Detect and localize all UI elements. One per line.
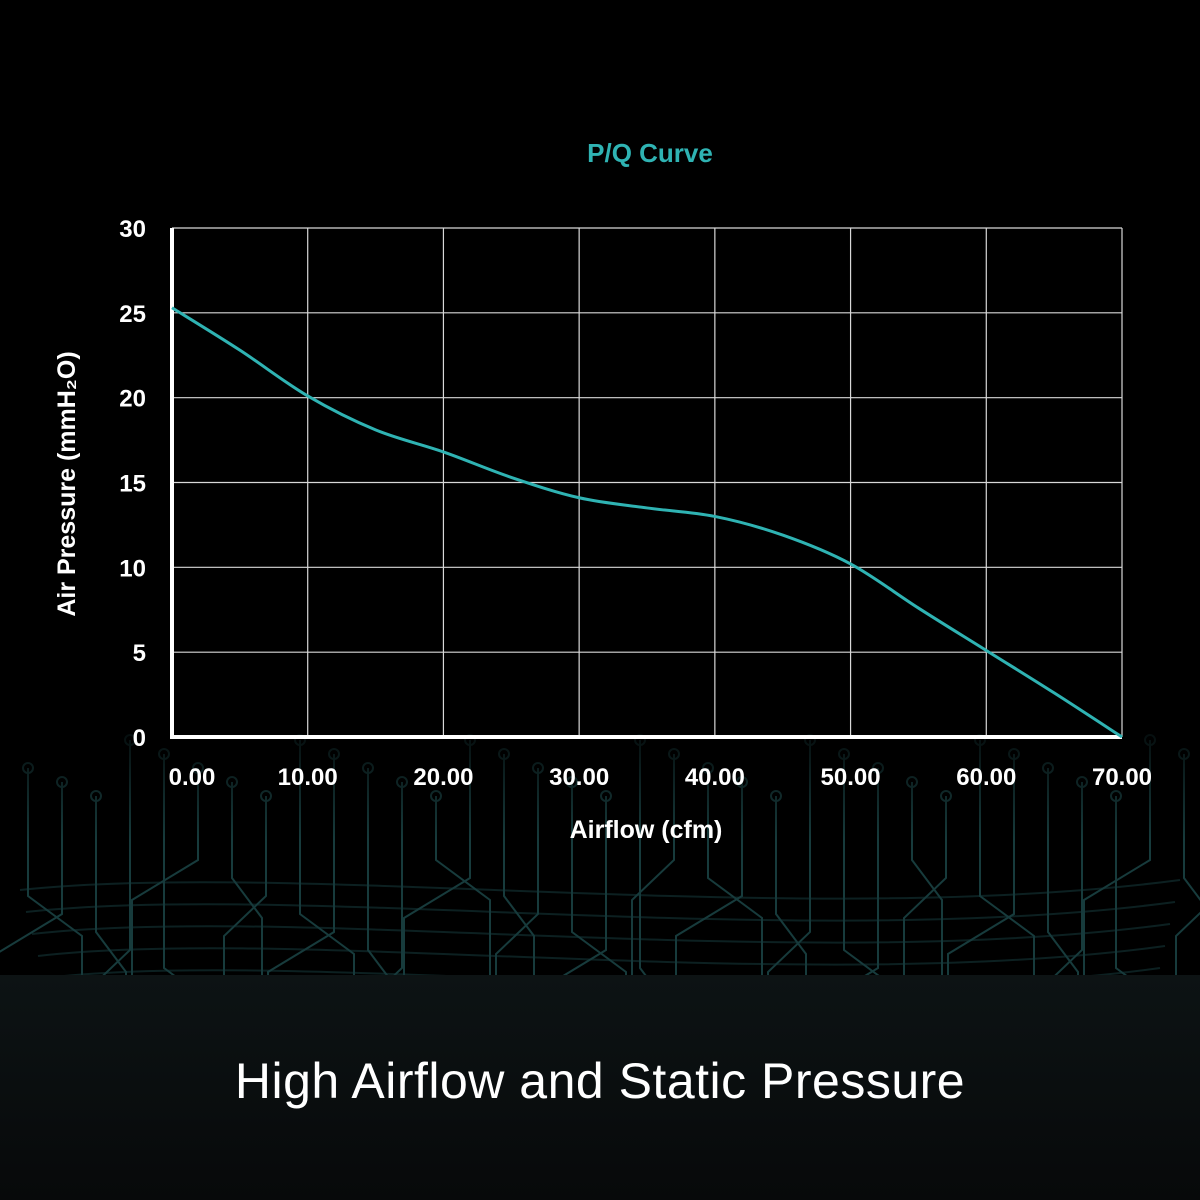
y-tick-label: 30 [119, 216, 146, 243]
circuit-trace [37, 945, 1166, 966]
y-tick-label: 20 [119, 386, 146, 413]
circuit-trace [31, 923, 1171, 944]
x-tick-label: 50.00 [821, 764, 881, 791]
y-tick-label: 15 [119, 471, 146, 498]
y-axis-label: Air Pressure (mmH₂O) [53, 351, 81, 616]
x-tick-label: 60.00 [956, 764, 1016, 791]
x-tick-label: 10.00 [278, 764, 338, 791]
y-tick-label: 10 [119, 555, 146, 582]
y-tick-label: 25 [119, 301, 146, 328]
x-tick-label: 40.00 [685, 764, 745, 791]
circuit-trace [0, 782, 63, 953]
y-tick-label: 0 [133, 725, 146, 752]
y-tick-label: 5 [133, 640, 146, 667]
circuit-trace [25, 901, 1176, 922]
x-tick-label: 30.00 [549, 764, 609, 791]
x-axis-label: Airflow (cfm) [570, 816, 723, 844]
x-tick-label: 20.00 [413, 764, 473, 791]
circuit-trace [19, 879, 1181, 900]
x-tick-label: 0.00 [169, 764, 216, 791]
pq-curve-line [171, 306, 1123, 739]
caption: High Airflow and Static Pressure [234, 1053, 966, 1109]
chart-title: P/Q Curve [587, 138, 713, 168]
x-tick-label: 70.00 [1092, 764, 1152, 791]
caption-band [0, 975, 1200, 1200]
